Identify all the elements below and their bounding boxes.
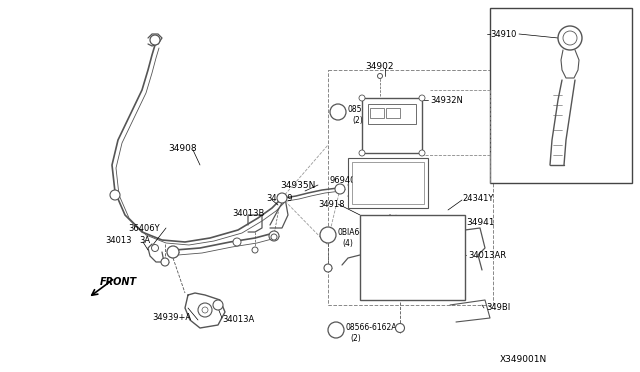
Circle shape (359, 150, 365, 156)
Circle shape (359, 95, 365, 101)
Circle shape (328, 322, 344, 338)
Circle shape (320, 227, 336, 243)
Circle shape (558, 26, 582, 50)
Circle shape (419, 150, 425, 156)
Text: B: B (322, 232, 326, 238)
Text: X349001N: X349001N (500, 356, 547, 365)
Text: 34013B: 34013B (232, 208, 264, 218)
Circle shape (335, 184, 345, 194)
Bar (328, 70, 493, 305)
Text: 34935N: 34935N (280, 180, 316, 189)
Text: 3A: 3A (139, 235, 150, 244)
Circle shape (198, 303, 212, 317)
Circle shape (378, 74, 383, 78)
Bar (490, 8, 632, 183)
Circle shape (330, 104, 346, 120)
Circle shape (252, 247, 258, 253)
Circle shape (152, 244, 159, 251)
Text: 34918: 34918 (318, 199, 344, 208)
Text: S: S (332, 109, 336, 115)
Circle shape (271, 234, 277, 240)
Circle shape (233, 238, 241, 246)
Circle shape (419, 95, 425, 101)
Circle shape (213, 300, 223, 310)
Text: 34941: 34941 (466, 218, 495, 227)
Bar (370, 108, 384, 118)
Bar (386, 108, 400, 118)
Text: 349BI: 349BI (486, 304, 510, 312)
Text: 08566-6162A: 08566-6162A (346, 323, 397, 331)
Text: 34910: 34910 (490, 29, 516, 38)
Text: 08515-50800: 08515-50800 (348, 105, 399, 113)
Text: 34939: 34939 (266, 193, 292, 202)
Text: 36406Y: 36406Y (128, 224, 159, 232)
Text: 34013AR: 34013AR (468, 250, 506, 260)
Text: 34013A: 34013A (222, 315, 254, 324)
Bar (360, 215, 465, 300)
Text: 36406Y: 36406Y (355, 173, 387, 183)
Text: 34932N: 34932N (430, 96, 463, 105)
Circle shape (324, 264, 332, 272)
Text: 34908: 34908 (168, 144, 196, 153)
Circle shape (167, 246, 179, 258)
Text: 34939+A: 34939+A (152, 314, 191, 323)
Bar (352, 162, 424, 204)
Circle shape (150, 35, 160, 45)
Text: (4): (4) (342, 238, 353, 247)
Circle shape (563, 31, 577, 45)
Text: S: S (330, 327, 334, 333)
Text: (2): (2) (350, 334, 361, 343)
Circle shape (202, 307, 208, 313)
Circle shape (396, 324, 404, 333)
Text: 0BIA6-8201A: 0BIA6-8201A (338, 228, 387, 237)
Circle shape (161, 258, 169, 266)
Text: 34013: 34013 (105, 235, 131, 244)
Text: FRONT: FRONT (100, 277, 137, 287)
Circle shape (277, 193, 287, 203)
Text: 24341Y: 24341Y (462, 193, 493, 202)
Text: 96940Y: 96940Y (330, 176, 362, 185)
Circle shape (110, 190, 120, 200)
Bar (368, 104, 416, 124)
Circle shape (269, 231, 279, 241)
Text: (2): (2) (352, 115, 363, 125)
Bar (362, 98, 422, 153)
Text: 34902: 34902 (365, 61, 394, 71)
Bar (348, 158, 428, 208)
